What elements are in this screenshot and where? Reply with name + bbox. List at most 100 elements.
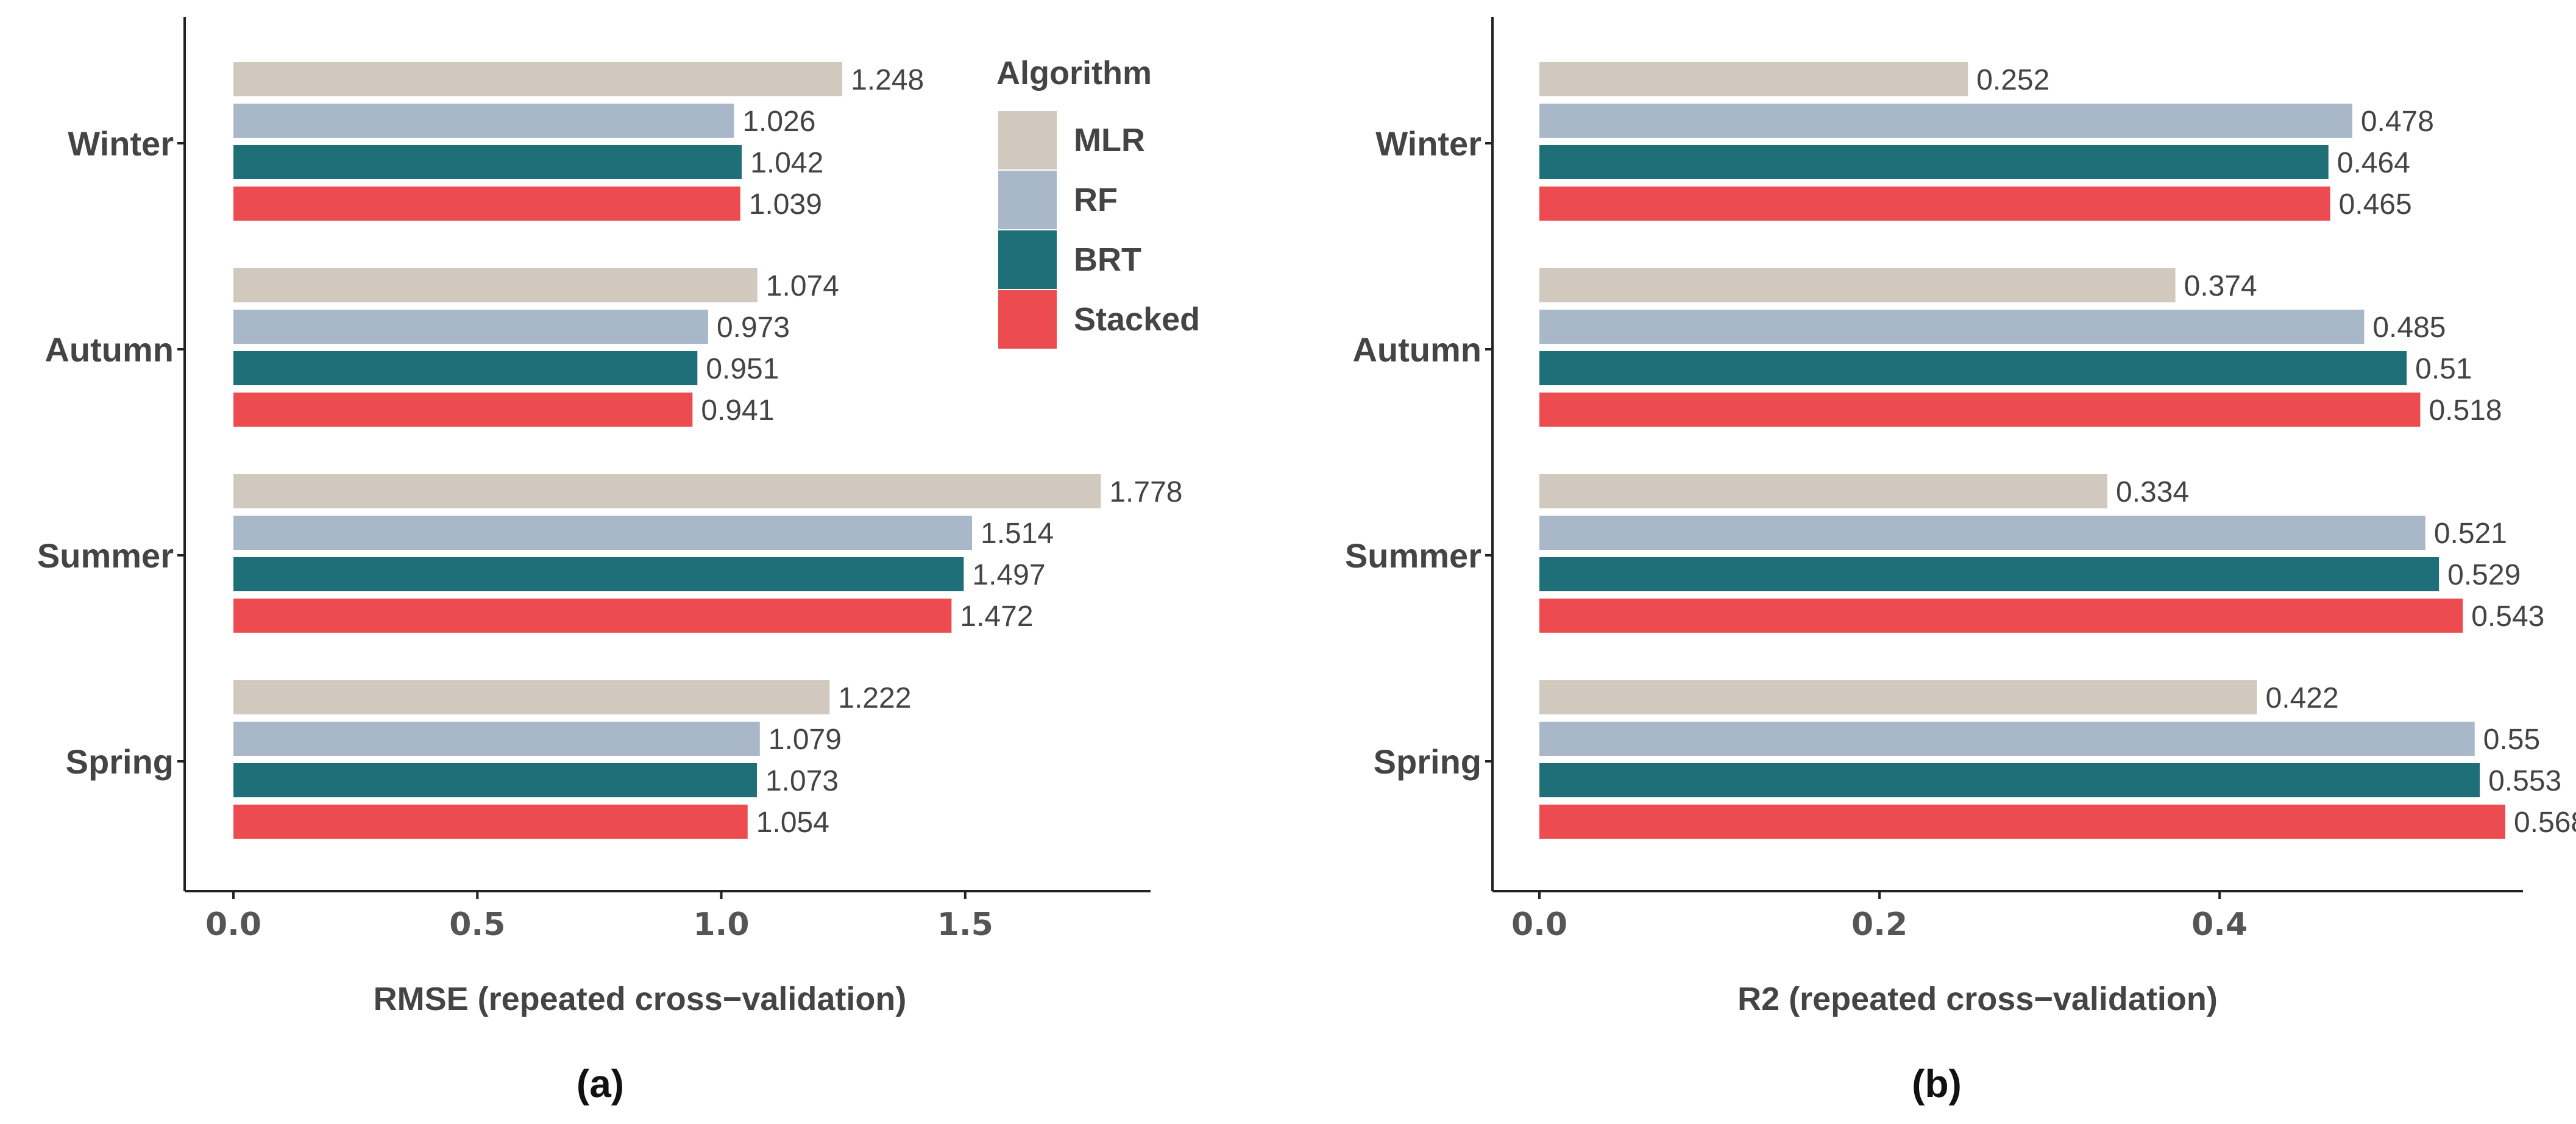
panel-a-bar-spring-rf xyxy=(233,722,760,756)
panel-b-bar-summer-brt xyxy=(1539,557,2439,591)
panel-b-value-label-spring-brt: 0.553 xyxy=(2488,765,2561,797)
panel-a-bar-autumn-mlr xyxy=(233,268,758,302)
panel-b-x-tick-label-0: 0.0 xyxy=(1511,906,1567,943)
panel-b-value-label-autumn-mlr: 0.374 xyxy=(2184,270,2257,302)
panel-a-value-label-summer-stacked: 1.472 xyxy=(960,600,1033,633)
panel-b-value-label-autumn-brt: 0.51 xyxy=(2415,353,2472,385)
panel-a-bar-spring-mlr xyxy=(233,680,830,714)
panel-a-category-spring: Spring xyxy=(66,742,174,781)
panel-a-bar-summer-brt xyxy=(233,557,964,591)
legend-swatch-stacked xyxy=(998,290,1057,349)
panel-a-value-label-winter-rf: 1.026 xyxy=(742,105,815,138)
panel-b-category-autumn: Autumn xyxy=(1352,330,1481,369)
legend-label-brt: BRT xyxy=(1074,241,1141,278)
panel-a-category-summer: Summer xyxy=(37,536,174,575)
panel-b-category-spring: Spring xyxy=(1374,742,1481,781)
panel-b-value-label-winter-rf: 0.478 xyxy=(2361,105,2434,138)
legend-label-mlr: MLR xyxy=(1074,122,1145,158)
panel-a-value-label-summer-mlr: 1.778 xyxy=(1109,476,1182,508)
panel-b-value-label-autumn-stacked: 0.518 xyxy=(2429,394,2502,427)
panel-a-x-tick-label-0: 0.0 xyxy=(205,906,261,943)
panel-a-x-tick-label-3: 1.5 xyxy=(937,906,993,943)
panel-b-value-label-winter-stacked: 0.465 xyxy=(2339,188,2412,221)
panel-a-bar-summer-stacked xyxy=(233,599,952,633)
panel-b-r2-chart: 0.252 0.478 0.464 0.465 0.374 0.485 0.51 0.518 0… xyxy=(1345,17,2576,1106)
legend: Algorithm MLR RF BRT Stacked xyxy=(996,55,1200,349)
panel-b-value-label-spring-stacked: 0.568 xyxy=(2514,806,2576,839)
panel-a-x-ticks: 0.0 0.5 1.0 1.5 xyxy=(205,891,993,943)
panel-b-x-tick-label-1: 0.2 xyxy=(1851,906,1907,943)
panel-b-category-winter: Winter xyxy=(1375,124,1481,163)
panel-a-value-label-autumn-mlr: 1.074 xyxy=(766,270,839,302)
panel-b-bar-spring-rf xyxy=(1539,722,2475,756)
panel-a-bar-autumn-stacked xyxy=(233,393,693,427)
panel-b-bar-winter-stacked xyxy=(1539,187,2330,221)
legend-label-rf: RF xyxy=(1074,182,1118,218)
panel-a-value-label-spring-brt: 1.073 xyxy=(765,765,839,797)
panel-b-value-label-summer-brt: 0.529 xyxy=(2447,559,2521,591)
panel-a-value-label-autumn-stacked: 0.941 xyxy=(701,394,774,427)
panel-b-label: (b) xyxy=(1912,1062,1962,1106)
panel-b-bar-summer-mlr xyxy=(1539,474,2108,508)
panel-a-value-label-summer-brt: 1.497 xyxy=(972,559,1045,591)
panel-b-bar-autumn-brt xyxy=(1539,351,2407,385)
panel-a-bar-spring-stacked xyxy=(233,805,748,839)
panel-b-value-label-autumn-rf: 0.485 xyxy=(2372,311,2446,344)
panel-b-bar-autumn-stacked xyxy=(1539,393,2421,427)
panel-a-bar-winter-brt xyxy=(233,145,742,179)
panel-b-category-labels: Winter Autumn Summer Spring xyxy=(1345,124,1492,781)
panel-a-value-labels: 1.248 1.026 1.042 1.039 1.074 0.973 0.951 0.941… xyxy=(701,64,1182,839)
panel-b-bar-spring-stacked xyxy=(1539,805,2505,839)
panel-a-x-tick-label-2: 1.0 xyxy=(693,906,749,943)
panel-a-value-label-summer-rf: 1.514 xyxy=(981,518,1054,550)
panel-a-bar-autumn-rf xyxy=(233,310,708,344)
panel-b-value-label-winter-mlr: 0.252 xyxy=(1976,64,2049,96)
panel-a-bars xyxy=(233,62,1101,839)
panel-b-value-label-spring-rf: 0.55 xyxy=(2483,724,2540,756)
panel-b-bars xyxy=(1539,62,2505,839)
panel-a-value-label-spring-mlr: 1.222 xyxy=(838,682,911,714)
panel-b-value-label-summer-rf: 0.521 xyxy=(2434,518,2507,550)
panel-a-bar-summer-rf xyxy=(233,516,973,550)
panel-a-category-winter: Winter xyxy=(68,124,174,163)
panel-b-x-tick-label-2: 0.4 xyxy=(2191,906,2248,943)
panel-a-value-label-autumn-brt: 0.951 xyxy=(706,353,779,385)
legend-title: Algorithm xyxy=(996,55,1152,91)
panel-b-bar-summer-rf xyxy=(1539,516,2425,550)
panel-b-category-summer: Summer xyxy=(1345,536,1481,575)
panel-a-value-label-winter-stacked: 1.039 xyxy=(749,188,822,221)
panel-a-label: (a) xyxy=(577,1062,624,1106)
panel-b-value-label-winter-brt: 0.464 xyxy=(2337,147,2410,179)
panel-a-value-label-spring-rf: 1.079 xyxy=(768,724,842,756)
panel-b-value-label-summer-stacked: 0.543 xyxy=(2471,600,2544,633)
panel-a-x-axis-title: RMSE (repeated cross−validation) xyxy=(374,981,907,1017)
panel-a-rmse-chart: 1.248 1.026 1.042 1.039 1.074 0.973 0.951 0.941… xyxy=(37,17,1182,1106)
legend-items: MLR RF BRT Stacked xyxy=(998,111,1200,349)
panel-b-bar-spring-brt xyxy=(1539,763,2480,797)
panel-a-value-label-autumn-rf: 0.973 xyxy=(717,311,790,344)
panel-a-value-label-winter-brt: 1.042 xyxy=(750,147,823,179)
panel-b-bar-winter-rf xyxy=(1539,104,2352,138)
legend-swatch-mlr xyxy=(998,111,1057,169)
panel-a-bar-spring-brt xyxy=(233,763,757,797)
legend-swatch-brt xyxy=(998,230,1057,289)
panel-b-value-label-summer-mlr: 0.334 xyxy=(2116,476,2189,508)
panel-a-value-label-winter-mlr: 1.248 xyxy=(851,64,924,96)
panel-b-bar-autumn-mlr xyxy=(1539,268,2176,302)
panel-b-bar-winter-mlr xyxy=(1539,62,1968,96)
panel-b-value-labels: 0.252 0.478 0.464 0.465 0.374 0.485 0.51 0.518 0… xyxy=(1976,64,2576,839)
panel-a-value-label-spring-stacked: 1.054 xyxy=(756,806,829,839)
legend-label-stacked: Stacked xyxy=(1074,301,1200,338)
panel-b-x-axis-title: R2 (repeated cross−validation) xyxy=(1737,981,2218,1017)
panel-a-bar-winter-mlr xyxy=(233,62,843,96)
panel-a-category-autumn: Autumn xyxy=(44,330,174,369)
panel-b-bar-autumn-rf xyxy=(1539,310,2365,344)
panel-a-bar-winter-rf xyxy=(233,104,734,138)
panel-a-bar-autumn-brt xyxy=(233,351,698,385)
panel-a-category-labels: Winter Autumn Summer Spring xyxy=(37,124,185,781)
panel-b-value-label-spring-mlr: 0.422 xyxy=(2266,682,2339,714)
panel-b-bar-summer-stacked xyxy=(1539,599,2463,633)
panel-a-bar-winter-stacked xyxy=(233,187,740,221)
legend-swatch-rf xyxy=(998,171,1057,229)
